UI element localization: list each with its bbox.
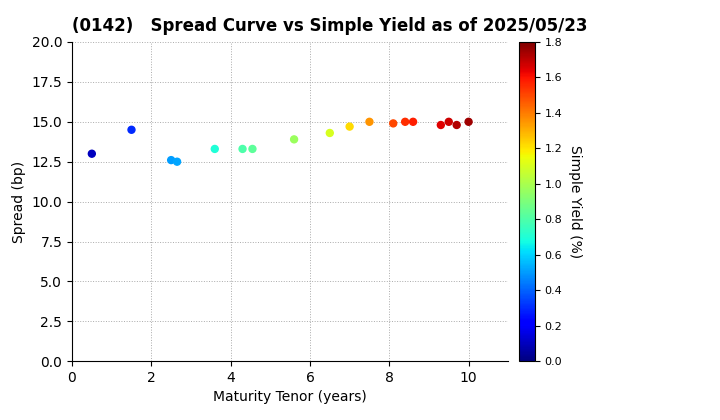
Point [344, 123, 356, 130]
Point [408, 118, 419, 125]
Point [443, 118, 454, 125]
Point [364, 118, 375, 125]
Point [463, 118, 474, 125]
Y-axis label: Spread (bp): Spread (bp) [12, 160, 26, 243]
Point [247, 146, 258, 152]
Point [209, 146, 220, 152]
Point [324, 130, 336, 136]
Point [288, 136, 300, 143]
Y-axis label: Simple Yield (%): Simple Yield (%) [567, 145, 582, 258]
Point [400, 118, 411, 125]
Point [451, 122, 462, 129]
Point [387, 120, 399, 127]
Point [86, 150, 98, 157]
Point [126, 126, 138, 133]
Point [237, 146, 248, 152]
Point [171, 158, 183, 165]
Text: (0142)   Spread Curve vs Simple Yield as of 2025/05/23: (0142) Spread Curve vs Simple Yield as o… [72, 17, 588, 35]
Point [435, 122, 446, 129]
Point [166, 157, 177, 163]
X-axis label: Maturity Tenor (years): Maturity Tenor (years) [213, 391, 367, 404]
